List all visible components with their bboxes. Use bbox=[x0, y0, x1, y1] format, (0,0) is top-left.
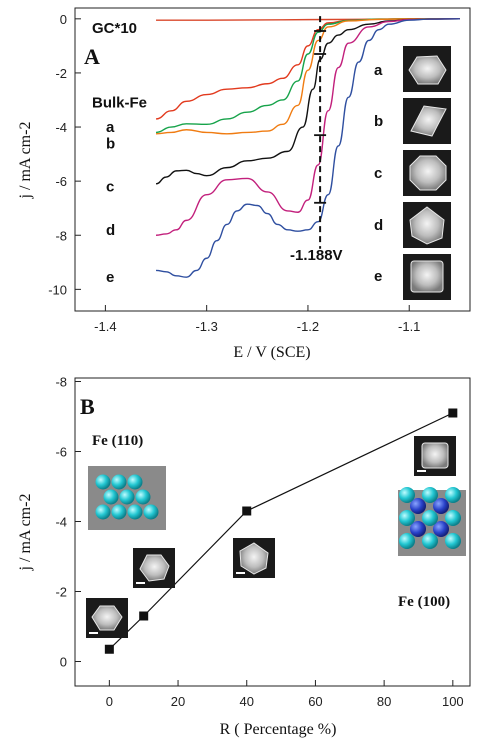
panel-a-y-ticks: 0 -2 -4 -6 -8 -10 bbox=[48, 12, 81, 297]
panel-a-x-ticks: -1.4 -1.3 -1.2 -1.1 bbox=[94, 305, 420, 334]
fe100-lattice-model bbox=[398, 487, 466, 556]
panel-b-x-axis-title: R ( Percentage %) bbox=[220, 721, 337, 738]
sem-inset-b bbox=[403, 98, 451, 144]
sem-inset-label-a: a bbox=[374, 62, 383, 79]
data-point-3 bbox=[448, 408, 458, 418]
series-line-e bbox=[156, 18, 460, 278]
fe100-surface-atom bbox=[422, 487, 438, 503]
data-point-0 bbox=[104, 644, 114, 654]
series-line-c bbox=[155, 18, 460, 185]
panel-a-curve-labels: Bulk-Fe ab c d e bbox=[92, 95, 147, 286]
sem-inset-label-c: c bbox=[374, 165, 382, 182]
b-x-tick-label-5: 100 bbox=[442, 694, 464, 709]
fe100-surface-atom bbox=[445, 533, 461, 549]
fe110-atom bbox=[127, 474, 143, 490]
a-y-tick-label-2: -4 bbox=[55, 120, 67, 135]
series-line-b bbox=[156, 18, 460, 135]
data-point-1 bbox=[139, 611, 149, 621]
fe100-surface-atom bbox=[445, 487, 461, 503]
a-y-tick-label-1: -2 bbox=[55, 66, 67, 81]
b-y-tick-label-1: -2 bbox=[55, 585, 67, 600]
potential-label: -1.188V bbox=[290, 247, 343, 264]
b-x-tick-label-4: 80 bbox=[377, 694, 391, 709]
a-y-tick-label-4: -8 bbox=[55, 228, 67, 243]
fe110-atom bbox=[95, 504, 111, 520]
fe110-atom bbox=[103, 489, 119, 505]
panel-a: -1.4 -1.3 -1.2 -1.1 0-2-4-6-8-10 Bulk-Feabc… bbox=[17, 7, 471, 361]
panel-a-label: A bbox=[84, 44, 100, 69]
series-line-d bbox=[156, 18, 460, 236]
curve-label-e: e bbox=[106, 269, 114, 286]
b-x-tick-label-1: 20 bbox=[171, 694, 185, 709]
panel-b: 0 20 40 60 80 100 0 -2 -4 -6 -8 B Fe (110) Fe (10… bbox=[17, 375, 471, 738]
b-x-tick-label-3: 60 bbox=[308, 694, 322, 709]
panel-b-x-ticks: 0 20 40 60 80 100 bbox=[106, 680, 464, 709]
fe110-lattice-model bbox=[88, 466, 166, 530]
b-x-tick-label-0: 0 bbox=[106, 694, 113, 709]
a-y-tick-label-5: -10 bbox=[48, 282, 67, 297]
sem-inset-a bbox=[403, 46, 451, 92]
fe110-atom bbox=[119, 489, 135, 505]
fe100-subsurface-atom bbox=[433, 498, 449, 514]
panel-a-series bbox=[155, 18, 460, 278]
fe110-atom bbox=[127, 504, 143, 520]
a-x-tick-label-1: -1.3 bbox=[195, 319, 217, 334]
fe110-atom bbox=[111, 474, 127, 490]
sem-inset-b-r40 bbox=[233, 538, 275, 578]
fe100-subsurface-atom bbox=[410, 521, 426, 537]
panel-b-label: B bbox=[80, 394, 95, 419]
a-y-tick-label-0: 0 bbox=[60, 12, 67, 27]
b-y-tick-label-3: -6 bbox=[55, 445, 67, 460]
sem-insets bbox=[403, 46, 451, 300]
a-x-tick-label-0: -1.4 bbox=[94, 319, 116, 334]
sem-inset-b-r100 bbox=[414, 436, 456, 476]
data-point-2 bbox=[242, 506, 252, 516]
b-y-tick-label-2: -4 bbox=[55, 515, 67, 530]
gc-label: GC*10 bbox=[92, 20, 137, 37]
b-y-tick-label-4: -8 bbox=[55, 375, 67, 390]
sem-inset-labels: a b c d e bbox=[374, 62, 383, 285]
curve-label-c: c bbox=[106, 179, 114, 196]
fe100-label: Fe (100) bbox=[398, 594, 450, 610]
fe100-surface-atom bbox=[422, 510, 438, 526]
curve-label-b: b bbox=[106, 135, 115, 152]
fe100-surface-atom bbox=[445, 510, 461, 526]
sem-inset-e bbox=[403, 254, 451, 300]
sem-inset-label-e: e bbox=[374, 268, 382, 285]
sem-inset-b-r10 bbox=[133, 548, 175, 588]
curve-label-bulk-fe: Bulk-Fe bbox=[92, 95, 147, 112]
fe110-label: Fe (110) bbox=[92, 433, 143, 449]
fe110-atom bbox=[95, 474, 111, 490]
panel-b-y-ticks: 0 -2 -4 -6 -8 bbox=[55, 375, 81, 670]
fe100-surface-atom bbox=[422, 533, 438, 549]
panel-a-x-axis-title: E / V (SCE) bbox=[233, 344, 310, 361]
fe100-surface-atom bbox=[399, 487, 415, 503]
panel-b-y-axis-title: j / mA cm-2 bbox=[17, 494, 34, 572]
curve-label-d: d bbox=[106, 222, 115, 239]
b-x-tick-label-2: 40 bbox=[240, 694, 254, 709]
fe100-subsurface-atom bbox=[433, 521, 449, 537]
sem-inset-label-d: d bbox=[374, 217, 383, 234]
sem-inset-label-b: b bbox=[374, 113, 383, 130]
fe100-surface-atom bbox=[399, 510, 415, 526]
sem-inset-d bbox=[403, 202, 451, 248]
a-x-tick-label-2: -1.2 bbox=[297, 319, 319, 334]
panel-a-frame bbox=[74, 7, 471, 312]
fe100-subsurface-atom bbox=[410, 498, 426, 514]
fe100-surface-atom bbox=[399, 533, 415, 549]
curve-label-a: a bbox=[106, 119, 115, 136]
panel-a-potential-marker bbox=[314, 16, 327, 249]
fe110-atom bbox=[143, 504, 159, 520]
fe110-atom bbox=[111, 504, 127, 520]
a-x-tick-label-3: -1.1 bbox=[398, 319, 420, 334]
sem-inset-c bbox=[403, 150, 451, 196]
sem-inset-b-r0 bbox=[86, 598, 128, 638]
b-y-tick-label-0: 0 bbox=[60, 655, 67, 670]
fe110-atom bbox=[135, 489, 151, 505]
a-y-tick-label-3: -6 bbox=[55, 174, 67, 189]
panel-a-y-axis-title: j / mA cm-2 bbox=[17, 122, 34, 200]
panel-b-frame bbox=[74, 377, 471, 687]
